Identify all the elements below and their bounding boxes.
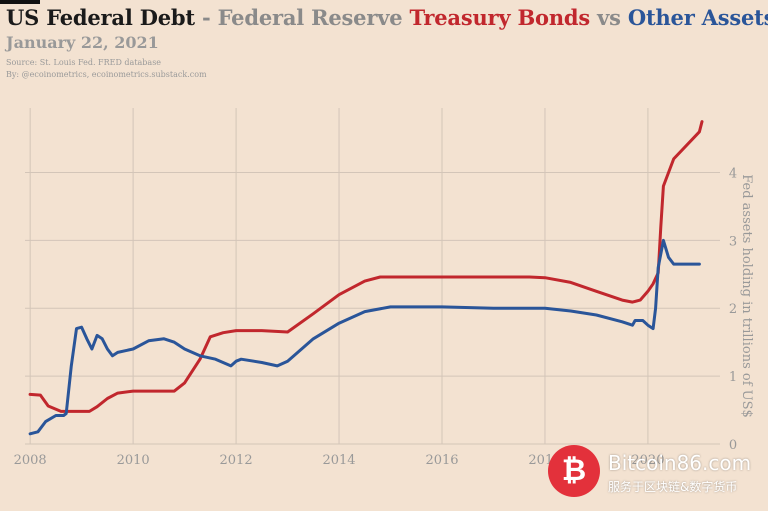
title-part-debt: US Federal Debt: [6, 5, 195, 30]
y-axis-label: Fed assets holding in trillions of US$: [739, 174, 754, 418]
y-tick-label-4: 4: [729, 166, 737, 181]
chart-title: US Federal Debt - Federal Reserve Treasu…: [6, 5, 768, 30]
title-part-other: Other Assets: [627, 5, 768, 30]
x-tick-label-2008: 2008: [14, 453, 47, 468]
x-tick-label-2014: 2014: [322, 453, 355, 468]
bitcoin-logo-icon: ₿: [548, 445, 600, 497]
y-tick-label-0: 0: [729, 438, 737, 453]
x-tick-label-2020: 2020: [631, 453, 664, 468]
watermark-site-name: Bitcoin86.com: [608, 451, 752, 475]
watermark: ₿ Bitcoin86.com 服务于区块链&数字货币: [548, 445, 768, 505]
y-tick-label-2: 2: [729, 302, 737, 317]
x-tick-label-2016: 2016: [425, 453, 458, 468]
y-tick-label-3: 3: [729, 234, 737, 249]
title-part-fed: - Federal Reserve: [194, 5, 410, 30]
series-lines: [28, 120, 704, 436]
watermark-tagline: 服务于区块链&数字货币: [608, 480, 738, 494]
top-accent-bar: [0, 0, 40, 4]
chart-date: January 22, 2021: [6, 33, 159, 52]
other-assets-line: [28, 238, 701, 436]
x-tick-label-2012: 2012: [220, 453, 253, 468]
chart-byline: By: @ecoinometrics, ecoinometrics.substa…: [6, 70, 207, 79]
grid-lines: [25, 108, 720, 445]
y-tick-label-1: 1: [729, 370, 737, 385]
chart-source: Source: St. Louis Fed. FRED database: [6, 58, 162, 67]
x-tick-label-2010: 2010: [117, 453, 150, 468]
title-part-vs: vs: [590, 5, 628, 30]
treasury-bonds-line: [28, 120, 704, 413]
title-part-treasury: Treasury Bonds: [409, 5, 591, 30]
